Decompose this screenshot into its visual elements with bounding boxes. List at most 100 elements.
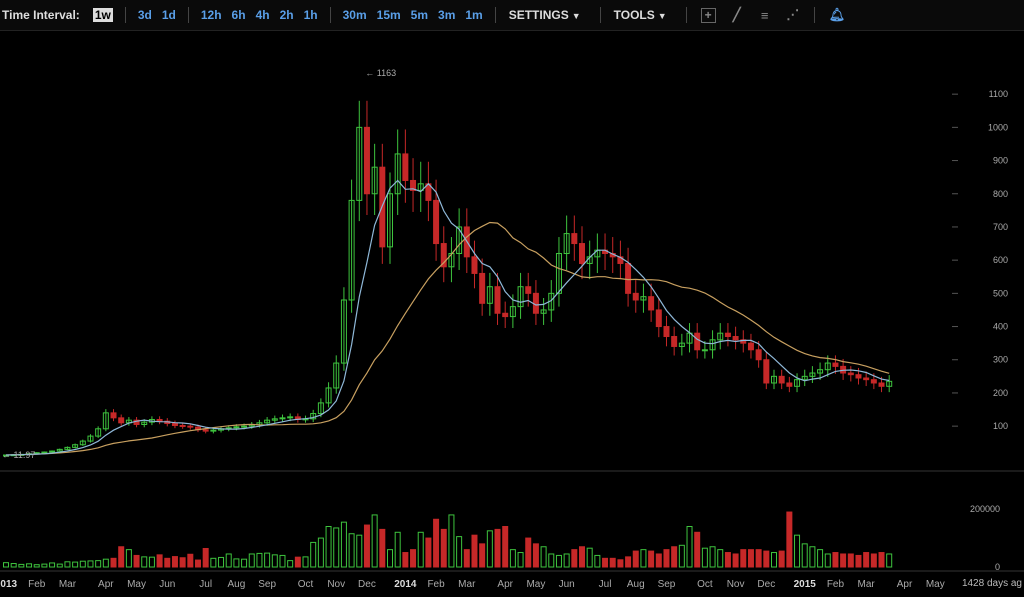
candle-down xyxy=(870,379,877,384)
candle-down xyxy=(732,336,739,341)
candle-up xyxy=(333,362,340,389)
candle-down xyxy=(440,243,447,268)
x-tick-label: Jul xyxy=(199,579,212,590)
candle-down xyxy=(863,377,870,381)
volume-bar xyxy=(425,537,432,568)
volume-bar xyxy=(356,534,363,568)
candle-down xyxy=(502,312,509,318)
volume-bar xyxy=(724,552,731,568)
volume-bar xyxy=(579,546,585,568)
volume-tick-label: 0 xyxy=(995,562,1000,572)
candle-down xyxy=(525,286,532,294)
candle-up xyxy=(824,362,831,371)
x-tick-label: Apr xyxy=(497,579,513,590)
interval-2h[interactable]: 2h xyxy=(279,8,294,22)
volume-bar xyxy=(3,562,9,568)
interval-3d[interactable]: 3d xyxy=(137,8,152,22)
interval-1d[interactable]: 1d xyxy=(161,8,176,22)
volume-bar xyxy=(671,546,678,568)
volume-bar xyxy=(264,552,271,568)
volume-tick-label: 200000 xyxy=(970,504,1000,514)
bell-icon[interactable]: 🔔︎ xyxy=(828,7,846,22)
interval-1w[interactable]: 1w xyxy=(92,8,113,22)
x-tick-label: Dec xyxy=(757,579,775,590)
trendline-icon[interactable]: ╱ xyxy=(732,7,741,22)
candle-up xyxy=(348,199,355,301)
price-tick-label: 100 xyxy=(993,421,1008,431)
volume-bar xyxy=(847,553,854,568)
interval-30m[interactable]: 30m xyxy=(342,8,367,22)
left-price-annotation: ← 11.97 xyxy=(2,450,35,460)
candle-down xyxy=(410,179,417,191)
volume-bar xyxy=(463,549,470,568)
x-tick-label: Mar xyxy=(858,579,876,590)
volume-bar xyxy=(148,556,155,568)
price-chart[interactable]: 100 200 300 400 500 600 700 800 900 1000 1100 0 2000… xyxy=(0,31,1024,597)
x-tick-label: May xyxy=(926,579,945,590)
caret-down-icon: ▼ xyxy=(571,11,581,21)
interval-4h[interactable]: 4h xyxy=(255,8,270,22)
horizontal-lines-icon[interactable]: ≡ xyxy=(760,7,769,23)
candle-up xyxy=(210,429,217,432)
volume-bar xyxy=(225,553,232,568)
fan-lines-icon[interactable]: ⋰ xyxy=(786,7,800,22)
volume-bar xyxy=(171,556,178,568)
candle-up xyxy=(56,448,63,452)
volume-bar xyxy=(732,553,739,568)
interval-3m[interactable]: 3m xyxy=(438,8,456,22)
candle-up xyxy=(241,425,248,428)
candle-down xyxy=(855,374,862,379)
candle-down xyxy=(110,412,117,419)
tools-menu[interactable]: TOOLS ▼ xyxy=(614,8,667,22)
volume-bar xyxy=(548,553,555,568)
candle-up xyxy=(456,226,463,255)
candle-up xyxy=(709,339,716,351)
volume-bar xyxy=(394,531,401,568)
candle-down xyxy=(655,309,662,328)
crosshair-icon[interactable]: + xyxy=(700,7,716,23)
moving-average-slow-line xyxy=(5,221,890,456)
candle-down xyxy=(363,126,370,195)
caret-down-icon: ▼ xyxy=(657,11,667,21)
volume-bar xyxy=(771,552,777,568)
interval-label: Time Interval: xyxy=(2,8,80,22)
interval-1h[interactable]: 1h xyxy=(303,8,318,22)
volume-bar xyxy=(471,534,478,568)
price-tick-label: 500 xyxy=(993,288,1008,298)
interval-5m[interactable]: 5m xyxy=(410,8,429,22)
x-tick-label: Feb xyxy=(827,579,845,590)
candle-up xyxy=(102,412,109,430)
candle-up xyxy=(555,253,562,294)
interval-6h[interactable]: 6h xyxy=(231,8,246,22)
volume-bar xyxy=(709,546,716,568)
volume-bar xyxy=(778,550,785,568)
volume-bar xyxy=(187,553,194,568)
candle-down xyxy=(755,349,762,361)
volume-bar xyxy=(786,511,793,568)
candle-down xyxy=(724,332,731,338)
volume-bar xyxy=(302,556,309,568)
candle-down xyxy=(786,382,793,387)
candle-up xyxy=(356,126,363,201)
candle-up xyxy=(72,444,79,448)
volume-bar xyxy=(609,557,616,568)
volume-bar xyxy=(502,526,509,568)
interval-15m[interactable]: 15m xyxy=(376,8,401,22)
candle-down xyxy=(878,382,885,387)
volume-bar xyxy=(479,543,486,568)
volume-bar xyxy=(740,549,747,568)
interval-1m[interactable]: 1m xyxy=(465,8,483,22)
x-tick-label: Nov xyxy=(727,579,745,590)
settings-menu[interactable]: SETTINGS ▼ xyxy=(509,8,581,22)
volume-bar xyxy=(210,557,217,568)
candle-up xyxy=(486,286,493,304)
volume-bar xyxy=(855,554,862,568)
candle-down xyxy=(847,372,854,376)
volume-bar xyxy=(694,531,701,568)
volume-bar xyxy=(348,533,355,568)
volume-bar xyxy=(417,531,424,568)
x-tick-label: May xyxy=(127,579,146,590)
interval-12h[interactable]: 12h xyxy=(200,8,222,22)
volume-bar xyxy=(801,543,808,568)
volume-bar xyxy=(433,518,440,568)
